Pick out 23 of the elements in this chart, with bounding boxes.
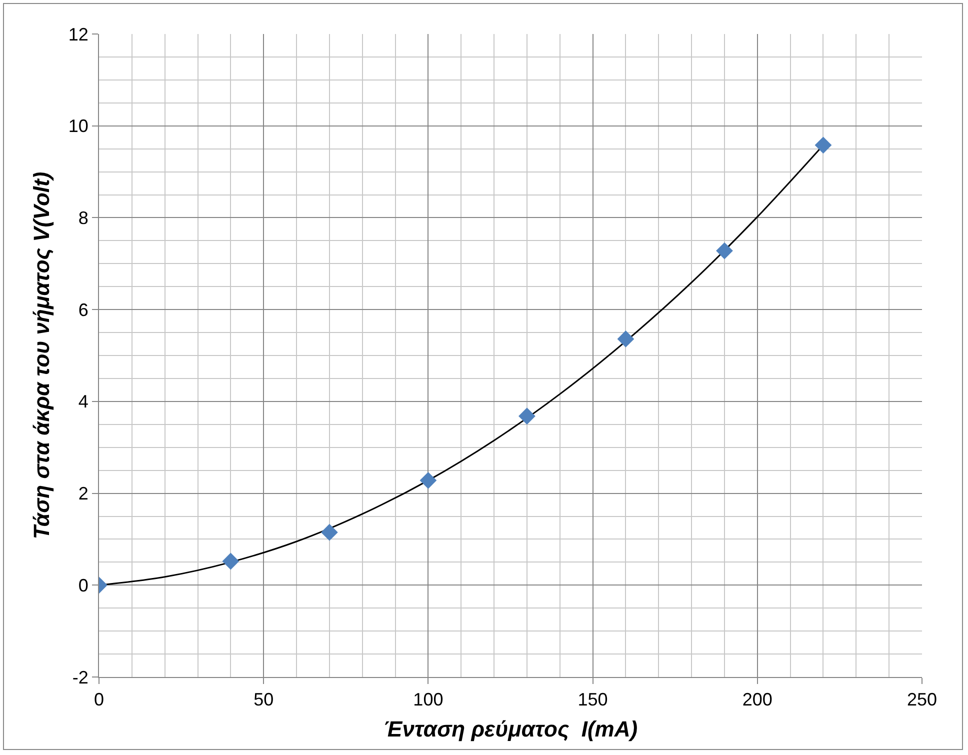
x-tick-label: 0 (94, 690, 104, 710)
x-tick-label: 250 (906, 690, 938, 710)
y-tick-label: 4 (78, 392, 88, 412)
y-tick-label: 2 (78, 484, 88, 504)
point (518, 408, 536, 425)
x-tick-label: 100 (413, 690, 444, 710)
x-tick-label: 50 (254, 690, 274, 710)
point (420, 472, 437, 489)
x-axis-title: Ένταση ρεύματος I(mA) (383, 716, 638, 742)
y-tick-label: 6 (78, 300, 88, 320)
point (320, 524, 338, 541)
y-tick-label: -2 (72, 667, 88, 688)
point (716, 242, 733, 260)
y-tick-label: 12 (68, 24, 88, 44)
y-tick-label: 10 (68, 116, 88, 136)
point (814, 136, 832, 154)
x-tick-label: 150 (578, 690, 608, 710)
y-axis-title: Τάση στα άκρα του νήματος V(Volt) (29, 172, 54, 540)
x-tick-label: 200 (742, 690, 772, 710)
y-tick-label: 0 (78, 575, 88, 596)
point (617, 330, 634, 348)
y-tick-label: 8 (78, 208, 88, 228)
point (222, 552, 240, 570)
